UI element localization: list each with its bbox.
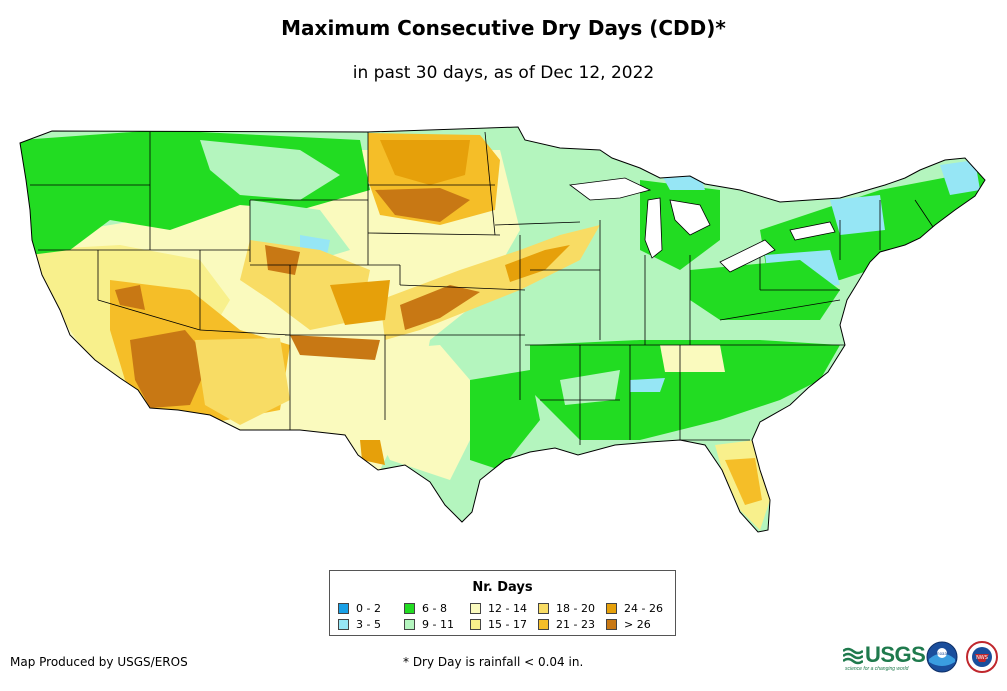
legend-label: 15 - 17 [488,618,527,631]
legend-item-18-20: 18 - 20 [538,602,595,615]
legend-item-24-26: 24 - 26 [606,602,663,615]
legend-item-21-23: 21 - 23 [538,618,595,631]
nws-logo-text: NWS [976,655,988,661]
legend-item-6-8: 6 - 8 [404,602,447,615]
dry-day-footnote: * Dry Day is rainfall < 0.04 in. [403,655,584,669]
map-credit: Map Produced by USGS/EROS [10,655,188,669]
usgs-wordmark: USGS [865,642,926,667]
legend-swatch [606,619,617,630]
legend-title: Nr. Days [472,580,533,595]
legend-swatch [470,603,481,614]
map-title: Maximum Consecutive Dry Days (CDD)* [281,16,726,40]
map-legend: Nr. Days 0 - 2 3 - 5 6 - 8 9 - 11 12 - 1… [329,570,676,636]
legend-swatch [538,619,549,630]
legend-swatch [338,619,349,630]
legend-label: 9 - 11 [422,618,454,631]
legend-item-over-26: > 26 [606,618,651,631]
legend-swatch [338,603,349,614]
legend-swatch [538,603,549,614]
legend-item-12-14: 12 - 14 [470,602,527,615]
legend-label: 0 - 2 [356,602,381,615]
legend-swatch [404,619,415,630]
legend-item-0-2: 0 - 2 [338,602,381,615]
legend-swatch [404,603,415,614]
agency-logos: USGS science for a changing world noaa N… [843,638,1003,678]
usgs-wave-icon [843,647,863,665]
usgs-tagline: science for a changing world [845,666,909,672]
legend-item-15-17: 15 - 17 [470,618,527,631]
noaa-logo-icon: noaa [926,641,958,673]
legend-label: 3 - 5 [356,618,381,631]
nws-logo-icon: NWS [966,641,998,673]
legend-label: 12 - 14 [488,602,527,615]
legend-label: 6 - 8 [422,602,447,615]
legend-item-9-11: 9 - 11 [404,618,454,631]
great-lakes [568,177,836,273]
legend-swatch [470,619,481,630]
legend-item-3-5: 3 - 5 [338,618,381,631]
state-boundaries [30,131,936,445]
legend-label: 24 - 26 [624,602,663,615]
legend-label: 18 - 20 [556,602,595,615]
map-subtitle: in past 30 days, as of Dec 12, 2022 [352,63,655,83]
noaa-logo-text: noaa [937,651,947,656]
usgs-logo: USGS [843,642,926,668]
legend-label: > 26 [624,618,651,631]
legend-swatch [606,603,617,614]
legend-label: 21 - 23 [556,618,595,631]
